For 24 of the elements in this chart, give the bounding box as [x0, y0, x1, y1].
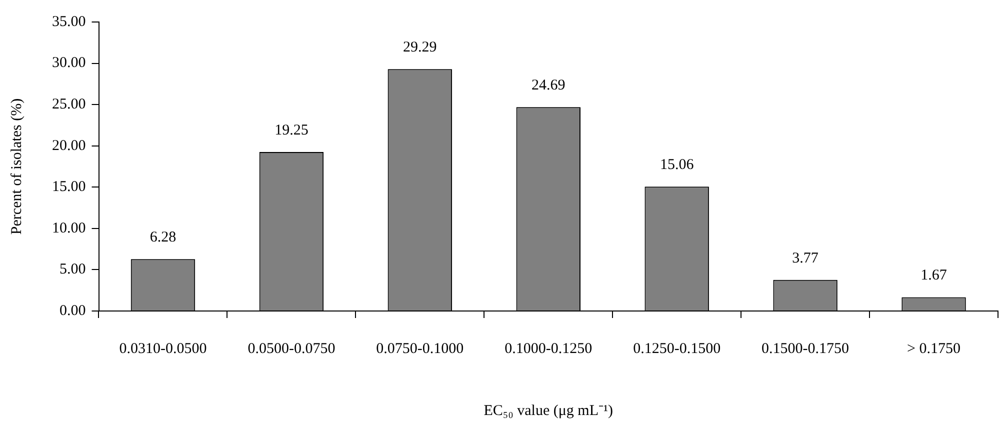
data-label: 6.28: [150, 230, 176, 246]
x-axis-title: EC₅₀ value (μg mL⁻¹): [484, 402, 613, 419]
x-tick-label: 0.0750-0.1000: [376, 340, 464, 357]
x-tick-label: 0.1500-0.1750: [762, 340, 850, 357]
y-tick-label: 10.00: [52, 220, 86, 236]
y-tick-label: 35.00: [52, 14, 86, 30]
data-label: 3.77: [792, 250, 819, 266]
y-tick-label: 25.00: [52, 96, 86, 113]
data-label: 15.06: [660, 157, 694, 174]
data-label: 19.25: [274, 122, 308, 138]
y-tick-label: 5.00: [60, 262, 86, 278]
data-label: 29.29: [403, 40, 437, 56]
data-label: 24.69: [532, 78, 566, 94]
x-tick-label: 0.1250-0.1500: [633, 340, 721, 357]
y-tick-label: 15.00: [52, 179, 86, 196]
x-tick-label: 0.0500-0.0750: [248, 340, 336, 357]
x-tick-label: 0.1000-0.1250: [504, 340, 592, 357]
y-axis-title: Percent of isolates (%): [8, 98, 25, 235]
x-tick-label: 0.0310-0.0500: [119, 340, 207, 357]
y-tick-label: 30.00: [52, 55, 86, 72]
y-tick-label: 20.00: [52, 138, 86, 154]
x-tick-label: > 0.1750: [907, 340, 960, 357]
data-label: 1.67: [920, 268, 948, 284]
y-tick-label: 0.00: [60, 302, 86, 319]
